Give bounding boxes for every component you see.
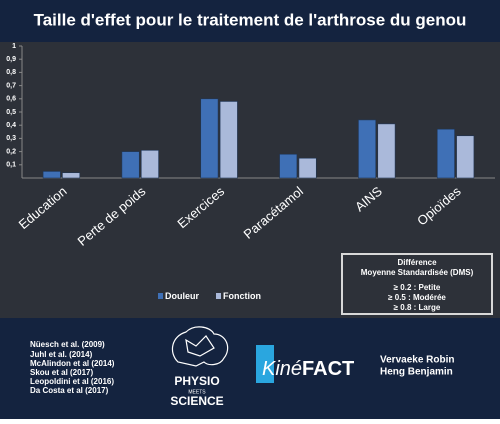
y-tick-label: 0,5: [6, 109, 16, 116]
y-tick-label: 0,4: [6, 122, 16, 129]
reference: Da Costa et al (2017): [30, 386, 109, 395]
reference: Leopoldini et al (2016): [30, 377, 114, 386]
bar: [377, 123, 396, 179]
dms-line: ≥ 0.8 : Large: [394, 303, 441, 312]
y-tick-label: 0,1: [6, 162, 16, 169]
bar: [279, 153, 298, 179]
chart-title: Taille d'effet pour le traitement de l'a…: [34, 10, 467, 29]
brain-icon: [171, 326, 229, 367]
legend-swatch: [216, 293, 221, 299]
logo-text: SCIENCE: [170, 394, 223, 408]
author: Vervaeke Robin: [380, 355, 454, 366]
author: Heng Benjamin: [380, 367, 453, 378]
bar: [200, 98, 219, 179]
dms-box: [341, 253, 493, 315]
bar: [140, 149, 159, 179]
y-tick-label: 0,8: [6, 69, 16, 76]
reference: Nüesch et al. (2009): [30, 340, 105, 349]
reference: Skou et al (2017): [30, 368, 93, 377]
logo-text: KinéFACT: [262, 358, 354, 380]
legend-swatch: [158, 293, 163, 299]
dms-title: Différence: [397, 258, 437, 267]
logo-text: PHYSIO: [174, 374, 219, 388]
dms-line: ≥ 0.5 : Modérée: [388, 293, 446, 302]
bar: [436, 128, 455, 179]
bar: [219, 101, 238, 179]
reference: McAlindon et al (2014): [30, 359, 115, 368]
y-tick-label: 0,6: [6, 96, 16, 103]
title-bar: [0, 0, 500, 42]
logo-text: MEETS: [188, 389, 206, 395]
reference: Juhl et al. (2014): [30, 350, 93, 359]
legend-label: Douleur: [165, 291, 199, 301]
logo-prefix: Kiné: [262, 358, 302, 380]
bar: [358, 119, 377, 179]
bar: [456, 135, 475, 179]
y-tick-label: 0,2: [6, 148, 16, 155]
kinefact-icon: [256, 345, 274, 383]
y-tick-label: 0,7: [6, 82, 16, 89]
legend-label: Fonction: [223, 291, 261, 301]
y-tick-label: 1: [12, 43, 16, 50]
dms-subtitle: Moyenne Standardisée (DMS): [361, 268, 474, 277]
y-tick-label: 0,3: [6, 135, 16, 142]
footer-bar: [0, 318, 500, 419]
logo-suffix: FACT: [302, 358, 354, 380]
bar: [42, 171, 61, 179]
bar: [62, 172, 81, 179]
bar: [298, 157, 317, 179]
bar: [121, 151, 140, 179]
y-tick-label: 0,9: [6, 56, 16, 63]
dms-line: ≥ 0.2 : Petite: [394, 283, 441, 292]
